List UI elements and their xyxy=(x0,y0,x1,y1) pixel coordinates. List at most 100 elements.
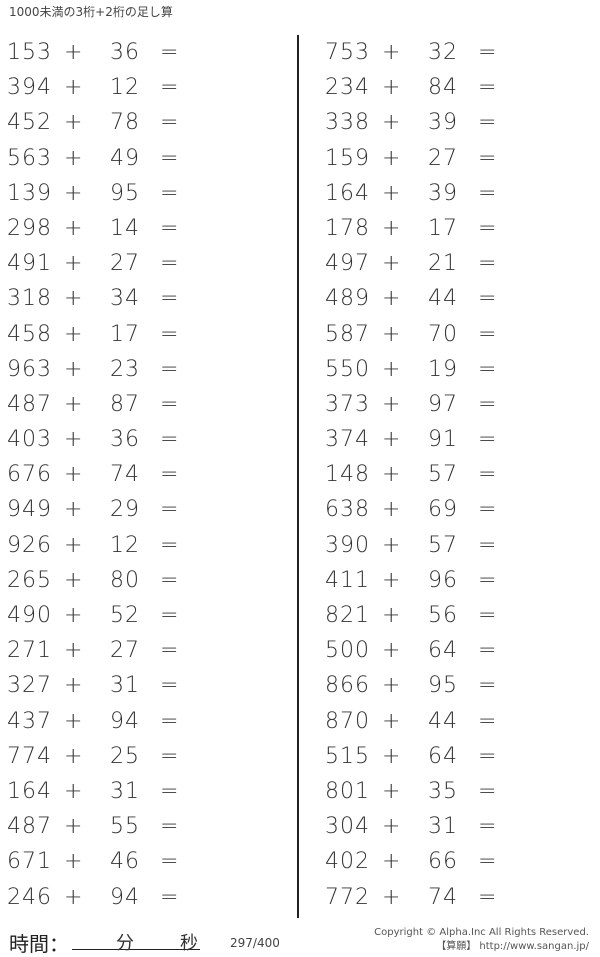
equals-sign: = xyxy=(478,497,498,523)
equals-sign: = xyxy=(478,532,498,558)
plus-sign: + xyxy=(382,743,402,769)
equals-sign: = xyxy=(478,462,498,488)
plus-sign: + xyxy=(382,673,402,699)
second-addend: 27 xyxy=(110,251,140,277)
second-addend: 57 xyxy=(428,462,458,488)
site-link: 【算願】 http://www.sangan.jp/ xyxy=(436,941,589,952)
equals-sign: = xyxy=(478,814,498,840)
first-addend: 774 xyxy=(7,743,52,769)
first-addend: 671 xyxy=(7,849,52,875)
first-addend: 153 xyxy=(7,40,52,65)
second-addend: 19 xyxy=(428,356,458,382)
equals-sign: = xyxy=(478,708,498,734)
equals-sign: = xyxy=(478,110,498,136)
second-addend: 49 xyxy=(110,145,140,171)
first-addend: 271 xyxy=(7,638,52,664)
first-addend: 318 xyxy=(7,286,52,312)
equals-sign: = xyxy=(160,673,180,699)
plus-sign: + xyxy=(382,849,402,875)
first-addend: 402 xyxy=(325,849,370,875)
first-addend: 870 xyxy=(325,708,370,734)
equals-sign: = xyxy=(160,778,180,804)
equals-sign: = xyxy=(478,321,498,347)
first-addend: 164 xyxy=(7,778,52,804)
plus-sign: + xyxy=(382,180,402,206)
equals-sign: = xyxy=(478,884,498,910)
plus-sign: + xyxy=(64,251,84,277)
first-addend: 338 xyxy=(325,110,370,136)
first-addend: 265 xyxy=(7,567,52,593)
plus-sign: + xyxy=(64,286,84,312)
equals-sign: = xyxy=(160,462,180,488)
equals-sign: = xyxy=(160,321,180,347)
first-addend: 394 xyxy=(7,75,52,101)
equals-sign: = xyxy=(160,849,180,875)
first-addend: 866 xyxy=(325,673,370,699)
plus-sign: + xyxy=(64,215,84,241)
second-addend: 12 xyxy=(110,75,140,101)
second-addend: 31 xyxy=(110,778,140,804)
first-addend: 234 xyxy=(325,75,370,101)
second-addend: 25 xyxy=(110,743,140,769)
first-addend: 638 xyxy=(325,497,370,523)
equals-sign: = xyxy=(478,567,498,593)
second-addend: 17 xyxy=(428,215,458,241)
second-addend: 95 xyxy=(110,180,140,206)
minutes-label: 分 xyxy=(116,933,134,954)
plus-sign: + xyxy=(64,321,84,347)
first-addend: 491 xyxy=(7,251,52,277)
plus-sign: + xyxy=(64,778,84,804)
equals-sign: = xyxy=(160,180,180,206)
plus-sign: + xyxy=(64,884,84,910)
plus-sign: + xyxy=(382,356,402,382)
second-addend: 39 xyxy=(428,110,458,136)
plus-sign: + xyxy=(382,638,402,664)
second-addend: 44 xyxy=(428,708,458,734)
second-addend: 23 xyxy=(110,356,140,382)
equals-sign: = xyxy=(160,110,180,136)
first-addend: 490 xyxy=(7,603,52,628)
time-label: 時間： xyxy=(9,932,69,956)
first-addend: 821 xyxy=(325,603,370,628)
second-addend: 29 xyxy=(110,497,140,523)
second-addend: 44 xyxy=(428,286,458,312)
equals-sign: = xyxy=(478,638,498,664)
plus-sign: + xyxy=(382,286,402,312)
second-addend: 34 xyxy=(110,286,140,312)
plus-sign: + xyxy=(382,110,402,136)
second-addend: 80 xyxy=(110,567,140,593)
equals-sign: = xyxy=(160,75,180,101)
plus-sign: + xyxy=(64,743,84,769)
first-addend: 411 xyxy=(325,567,370,593)
first-addend: 487 xyxy=(7,391,52,417)
plus-sign: + xyxy=(382,215,402,241)
plus-sign: + xyxy=(382,884,402,910)
equals-sign: = xyxy=(478,849,498,875)
column-divider xyxy=(297,35,299,918)
equals-sign: = xyxy=(478,743,498,769)
second-addend: 78 xyxy=(110,110,140,136)
second-addend: 64 xyxy=(428,638,458,664)
first-addend: 500 xyxy=(325,638,370,664)
second-addend: 14 xyxy=(110,215,140,241)
plus-sign: + xyxy=(382,321,402,347)
equals-sign: = xyxy=(478,603,498,628)
plus-sign: + xyxy=(64,145,84,171)
first-addend: 676 xyxy=(7,462,52,488)
first-addend: 515 xyxy=(325,743,370,769)
first-addend: 327 xyxy=(7,673,52,699)
equals-sign: = xyxy=(478,145,498,171)
equals-sign: = xyxy=(160,251,180,277)
equals-sign: = xyxy=(160,427,180,453)
second-addend: 55 xyxy=(110,814,140,840)
second-addend: 21 xyxy=(428,251,458,277)
second-addend: 74 xyxy=(110,462,140,488)
plus-sign: + xyxy=(64,356,84,382)
first-addend: 437 xyxy=(7,708,52,734)
page-number: 297/400 xyxy=(230,936,280,950)
first-addend: 403 xyxy=(7,427,52,453)
second-addend: 39 xyxy=(428,180,458,206)
equals-sign: = xyxy=(160,638,180,664)
copyright-block: Copyright © Alpha.Inc All Rights Reserve… xyxy=(374,926,589,954)
plus-sign: + xyxy=(382,462,402,488)
